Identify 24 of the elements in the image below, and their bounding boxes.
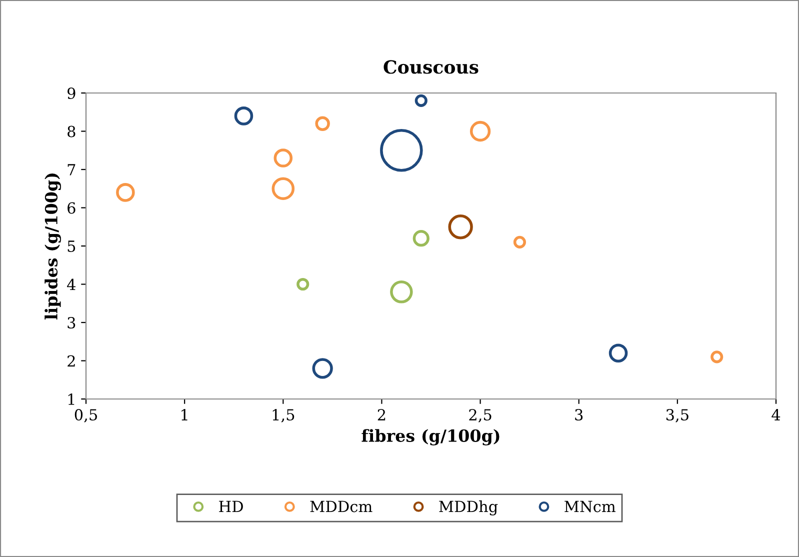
x-tick-label: 2 xyxy=(378,408,386,420)
x-tick-label: 4 xyxy=(772,408,780,420)
y-tick-label: 6 xyxy=(68,202,76,214)
x-tick-label: 1 xyxy=(182,408,188,420)
y-tick-label: 4 xyxy=(67,278,76,290)
legend-label: HD xyxy=(219,500,243,512)
legend-label: MDDhg xyxy=(439,500,498,516)
y-tick-label: 7 xyxy=(68,164,76,176)
x-tick-label: 2,5 xyxy=(469,408,492,422)
x-axis-title: fibres (g/100g) xyxy=(362,429,500,446)
y-tick-label: 3 xyxy=(68,316,76,329)
y-tick-label: 2 xyxy=(68,355,75,367)
x-tick-label: 1,5 xyxy=(272,408,294,422)
legend-label: MDDcm xyxy=(310,500,372,512)
x-tick-label: 3,5 xyxy=(666,408,688,422)
y-axis-title: lipides (g/100g) xyxy=(44,174,61,320)
x-tick-label: 3 xyxy=(575,408,583,421)
x-tick-label: 0,5 xyxy=(74,408,97,422)
y-tick-label: 1 xyxy=(68,393,74,405)
y-tick-label: 9 xyxy=(68,87,76,100)
chart-title: Couscous xyxy=(384,60,478,74)
legend-label: MNcm xyxy=(564,500,616,512)
y-tick-label: 5 xyxy=(68,240,76,252)
y-tick-label: 8 xyxy=(68,126,76,138)
